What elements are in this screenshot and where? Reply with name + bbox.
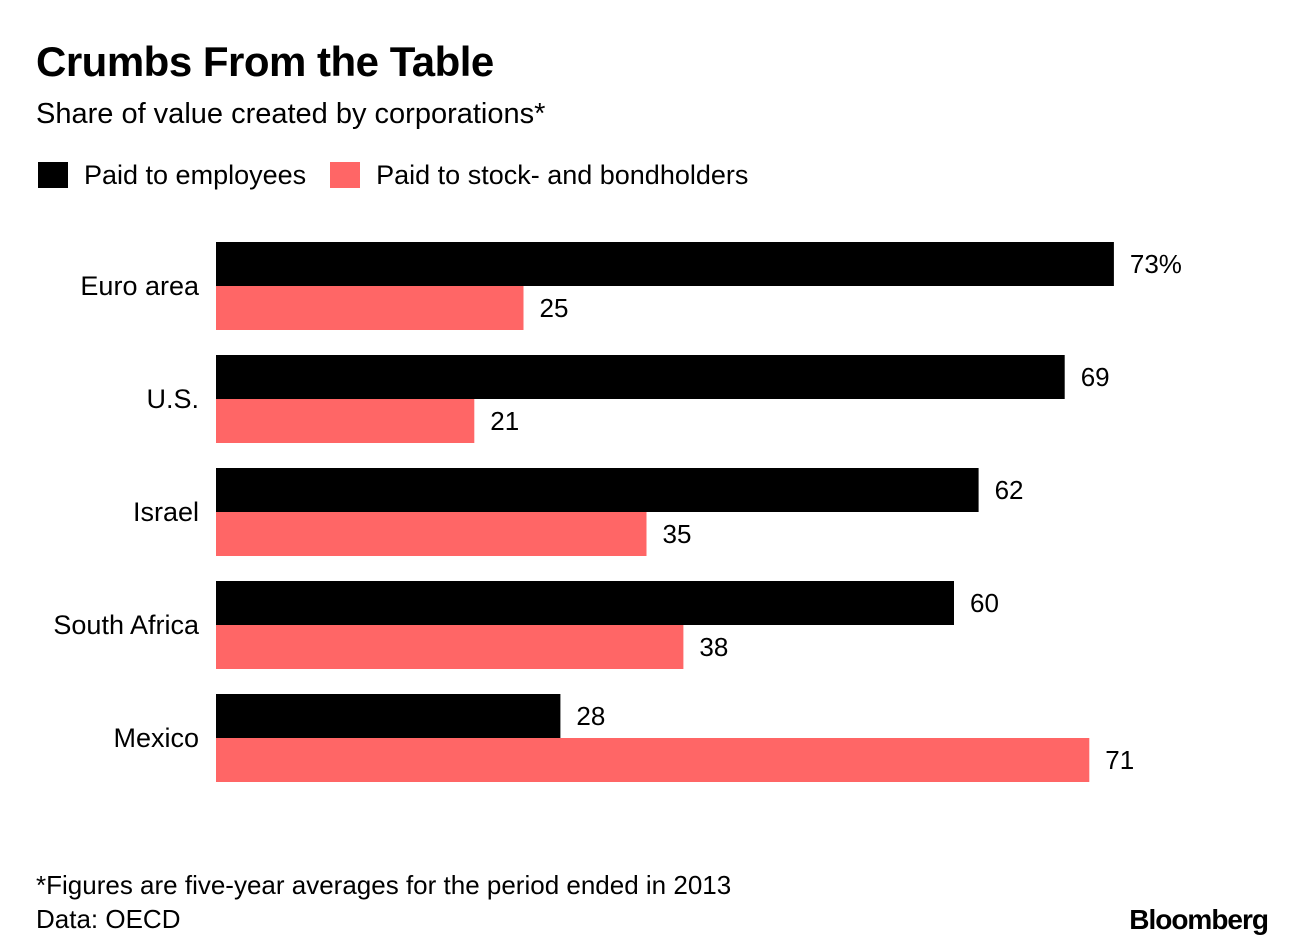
value-label-euro-area-holders: 25 [540,293,569,323]
bar-south-africa-holders [216,625,684,669]
value-label-israel-employees: 62 [995,475,1024,505]
chart-title: Crumbs From the Table [36,38,494,85]
value-label-mexico-holders: 71 [1105,745,1134,775]
legend-swatch-holders [330,162,361,188]
value-label-south-africa-holders: 38 [699,632,728,662]
bar-euro-area-holders [216,286,524,330]
brand-logo: Bloomberg [1129,904,1269,935]
bar-euro-area-employees [216,242,1114,286]
category-label-mexico: Mexico [113,723,199,753]
bar-mexico-employees [216,694,561,738]
value-label-us-employees: 69 [1081,362,1110,392]
legend-item-holders: Paid to stock- and bondholders [330,160,748,191]
bar-us-employees [216,355,1065,399]
category-label-south-africa: South Africa [53,610,200,640]
bar-israel-holders [216,512,647,556]
bar-chart: Euro area 73% 25 U.S. 69 21 Israel 62 35 South Af… [53,242,1182,782]
legend-label-holders: Paid to stock- and bondholders [376,159,749,190]
bar-mexico-holders [216,738,1090,782]
bar-us-holders [216,399,475,443]
category-label-us: U.S. [146,384,199,414]
legend-item-employees: Paid to employees [38,160,306,191]
legend-label-employees: Paid to employees [84,159,307,190]
value-label-mexico-employees: 28 [576,701,605,731]
source-note: Data: OECD [36,904,181,934]
bar-south-africa-employees [216,581,954,625]
category-label-euro-area: Euro area [80,271,200,301]
legend: Paid to employees Paid to stock- and bon… [38,158,772,192]
bar-israel-employees [216,468,979,512]
legend-swatch-employees [38,162,68,188]
value-label-us-holders: 21 [490,406,519,436]
value-label-south-africa-employees: 60 [970,588,999,618]
category-label-israel: Israel [133,497,199,527]
chart-subtitle: Share of value created by corporations* [36,98,546,130]
footnote: *Figures are five-year averages for the … [36,870,732,900]
value-label-euro-area-employees: 73% [1130,249,1182,279]
value-label-israel-holders: 35 [663,519,692,549]
